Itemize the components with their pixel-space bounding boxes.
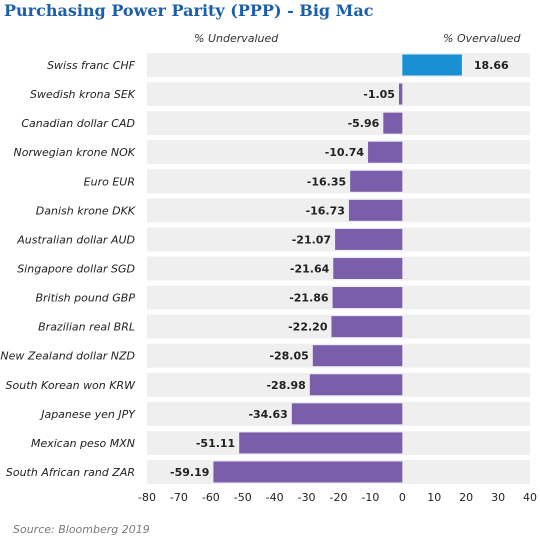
category-label: Australian dollar AUD bbox=[16, 233, 135, 246]
bar bbox=[335, 228, 403, 250]
source-note: Source: Bloomberg 2019 bbox=[13, 523, 150, 536]
value-label: -28.05 bbox=[269, 350, 308, 363]
category-label: Singapore dollar SGD bbox=[17, 262, 135, 275]
x-tick-label: -30 bbox=[298, 491, 316, 504]
value-label: -59.19 bbox=[170, 466, 209, 479]
bar bbox=[213, 461, 403, 483]
x-tick-label: 20 bbox=[459, 491, 473, 504]
value-label: -21.07 bbox=[292, 233, 331, 246]
bar bbox=[312, 345, 403, 367]
value-label: -22.20 bbox=[288, 321, 328, 334]
value-label: -10.74 bbox=[325, 146, 365, 159]
category-label: South Korean won KRW bbox=[6, 379, 137, 392]
category-label: Swedish krona SEK bbox=[30, 88, 136, 101]
category-label: Mexican peso MXN bbox=[31, 437, 135, 450]
bar bbox=[333, 257, 403, 279]
category-label: New Zealand dollar NZD bbox=[0, 350, 135, 363]
bar bbox=[291, 403, 403, 425]
bar bbox=[309, 374, 403, 396]
undervalued-header: % Undervalued bbox=[194, 32, 279, 45]
bar bbox=[348, 199, 403, 221]
bar bbox=[350, 170, 403, 192]
bar bbox=[239, 432, 403, 454]
x-tick-label: -10 bbox=[361, 491, 379, 504]
row-band bbox=[147, 198, 530, 223]
bar bbox=[332, 287, 403, 309]
bar bbox=[331, 316, 403, 338]
value-label: -5.96 bbox=[348, 117, 380, 130]
row-band bbox=[147, 111, 530, 136]
row-band bbox=[147, 82, 530, 107]
x-tick-label: -70 bbox=[170, 491, 188, 504]
bar bbox=[398, 83, 403, 105]
x-tick-label: 10 bbox=[427, 491, 441, 504]
category-label: Brazilian real BRL bbox=[38, 321, 135, 334]
x-tick-label: -20 bbox=[330, 491, 348, 504]
category-label: Japanese yen JPY bbox=[39, 408, 136, 421]
value-label: -51.11 bbox=[196, 437, 235, 450]
bar bbox=[368, 141, 403, 163]
value-label: -21.86 bbox=[289, 292, 329, 305]
category-label: British pound GBP bbox=[35, 292, 135, 305]
x-tick-label: -80 bbox=[138, 491, 156, 504]
value-label: 18.66 bbox=[474, 59, 509, 72]
row-band bbox=[147, 53, 530, 77]
x-tick-label: -40 bbox=[266, 491, 284, 504]
value-label: -16.35 bbox=[307, 175, 346, 188]
category-label: South African rand ZAR bbox=[6, 466, 135, 479]
chart-title: Purchasing Power Parity (PPP) - Big Mac bbox=[4, 1, 374, 20]
category-label: Swiss franc CHF bbox=[47, 59, 136, 72]
x-tick-label: 0 bbox=[399, 491, 406, 504]
x-tick-label: -60 bbox=[202, 491, 220, 504]
category-label: Norwegian krone NOK bbox=[14, 146, 136, 159]
overvalued-header: % Overvalued bbox=[443, 32, 521, 45]
category-label: Euro EUR bbox=[84, 175, 135, 188]
value-label: -34.63 bbox=[248, 408, 287, 421]
x-tick-label: 30 bbox=[491, 491, 505, 504]
x-tick-label: 40 bbox=[523, 491, 537, 504]
value-label: -28.98 bbox=[266, 379, 305, 392]
x-tick-label: -50 bbox=[234, 491, 252, 504]
category-label: Canadian dollar CAD bbox=[21, 117, 135, 130]
value-label: -21.64 bbox=[290, 262, 330, 275]
bar bbox=[383, 112, 403, 134]
value-label: -16.73 bbox=[306, 204, 345, 217]
row-band bbox=[147, 169, 530, 194]
category-label: Danish krone DKK bbox=[36, 204, 136, 217]
row-band bbox=[147, 140, 530, 165]
bar bbox=[402, 54, 462, 76]
value-label: -1.05 bbox=[363, 88, 395, 101]
